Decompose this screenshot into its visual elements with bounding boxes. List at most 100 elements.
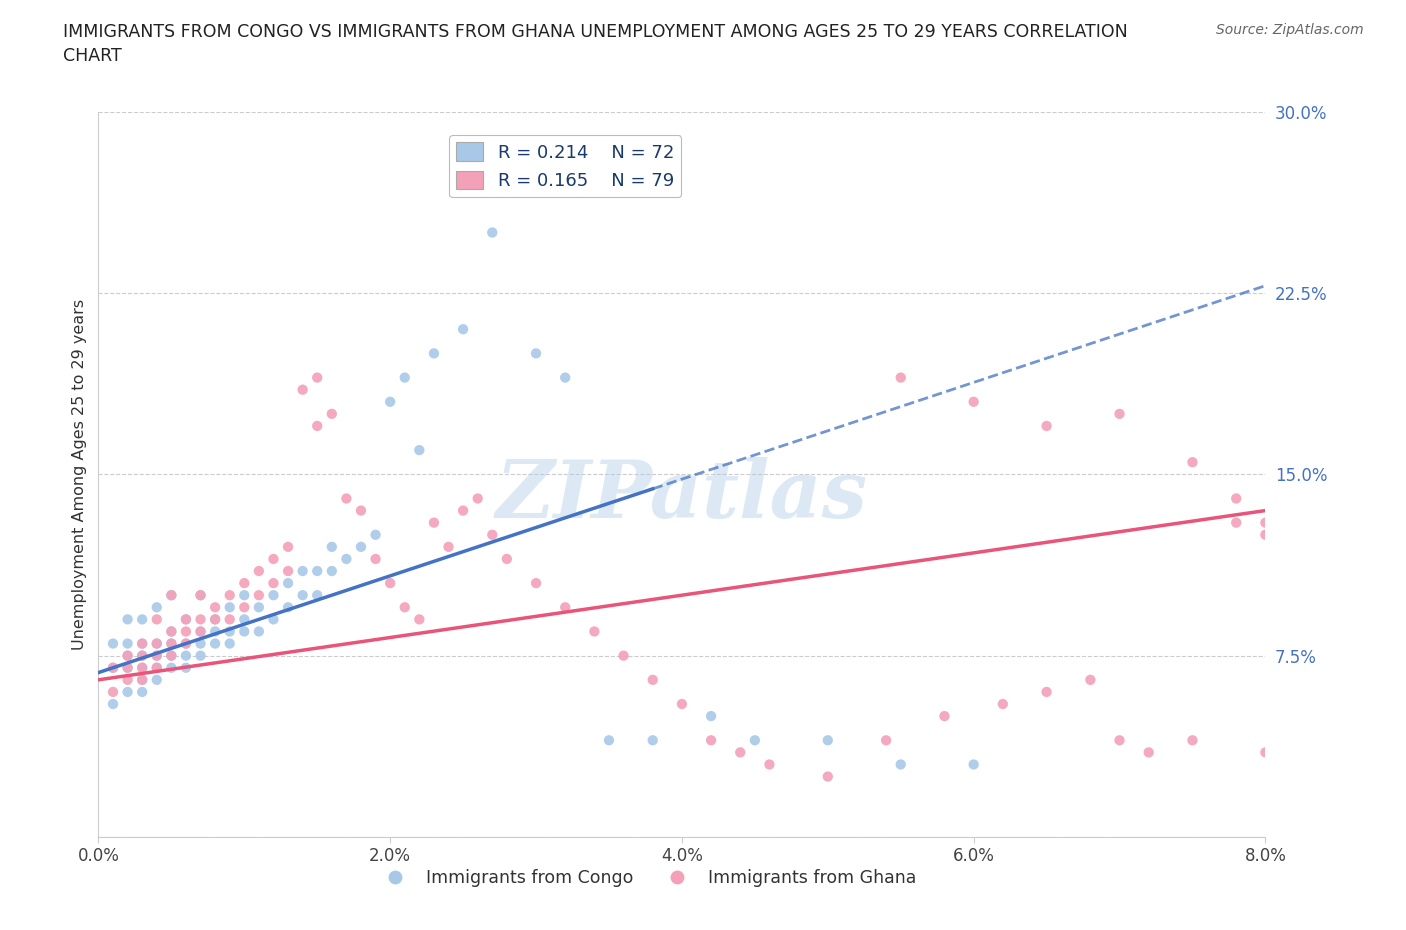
Point (146, 600, 169, 615)
Point (394, 370, 416, 385)
Point (131, 660, 153, 675)
Point (423, 515, 446, 530)
Point (1181, 733, 1204, 748)
Point (190, 588, 212, 603)
Point (524, 576, 547, 591)
Point (451, 503, 474, 518)
Point (307, 588, 329, 603)
Point (247, 564, 270, 578)
Point (117, 648, 139, 663)
Point (146, 648, 169, 663)
Point (612, 648, 634, 663)
Point (233, 588, 256, 603)
Point (1254, 527, 1277, 542)
Point (160, 588, 183, 603)
Point (262, 588, 284, 603)
Point (101, 697, 124, 711)
Point (350, 539, 373, 554)
Point (380, 576, 402, 591)
Point (496, 177, 519, 192)
Point (481, 527, 503, 542)
Point (117, 660, 139, 675)
Point (335, 551, 357, 566)
Point (218, 600, 240, 615)
Point (101, 684, 124, 699)
Point (131, 648, 153, 663)
Point (291, 588, 314, 603)
Point (218, 612, 240, 627)
Point (1181, 455, 1204, 470)
Point (160, 648, 183, 663)
Point (671, 697, 693, 711)
Point (307, 564, 329, 578)
Text: ZIPatlas: ZIPatlas (496, 458, 868, 535)
Point (1035, 418, 1057, 433)
Point (204, 612, 226, 627)
Point (218, 624, 240, 639)
Point (817, 733, 839, 748)
Point (174, 612, 197, 627)
Point (583, 624, 606, 639)
Point (131, 612, 153, 627)
Point (160, 660, 183, 675)
Point (117, 684, 139, 699)
Point (117, 660, 139, 675)
Legend: Immigrants from Congo, Immigrants from Ghana: Immigrants from Congo, Immigrants from G… (370, 862, 924, 894)
Point (174, 612, 197, 627)
Point (408, 612, 430, 627)
Point (160, 624, 183, 639)
Point (101, 636, 124, 651)
Point (247, 588, 270, 603)
Point (233, 612, 256, 627)
Point (117, 636, 139, 651)
Point (598, 733, 620, 748)
Point (364, 551, 387, 566)
Point (962, 757, 984, 772)
Point (451, 322, 474, 337)
Point (1108, 406, 1130, 421)
Point (146, 672, 169, 687)
Point (991, 697, 1014, 711)
Point (291, 564, 314, 578)
Point (233, 576, 256, 591)
Point (364, 527, 387, 542)
Point (117, 672, 139, 687)
Point (962, 394, 984, 409)
Point (131, 672, 153, 687)
Point (101, 660, 124, 675)
Point (160, 624, 183, 639)
Point (277, 600, 299, 615)
Point (467, 491, 489, 506)
Point (146, 660, 169, 675)
Point (394, 600, 416, 615)
Point (1035, 684, 1057, 699)
Point (131, 660, 153, 675)
Point (321, 406, 343, 421)
Point (174, 648, 197, 663)
Point (262, 551, 284, 566)
Point (233, 624, 256, 639)
Point (481, 225, 503, 240)
Point (262, 612, 284, 627)
Point (131, 636, 153, 651)
Point (174, 624, 197, 639)
Point (1254, 515, 1277, 530)
Point (307, 370, 329, 385)
Point (190, 624, 212, 639)
Point (1254, 745, 1277, 760)
Point (190, 588, 212, 603)
Point (117, 612, 139, 627)
Point (204, 636, 226, 651)
Point (233, 600, 256, 615)
Y-axis label: Unemployment Among Ages 25 to 29 years: Unemployment Among Ages 25 to 29 years (72, 299, 87, 650)
Point (1137, 745, 1160, 760)
Point (554, 370, 576, 385)
Point (1225, 491, 1247, 506)
Point (131, 684, 153, 699)
Point (190, 624, 212, 639)
Point (700, 733, 723, 748)
Point (204, 612, 226, 627)
Point (641, 672, 664, 687)
Point (291, 382, 314, 397)
Point (101, 660, 124, 675)
